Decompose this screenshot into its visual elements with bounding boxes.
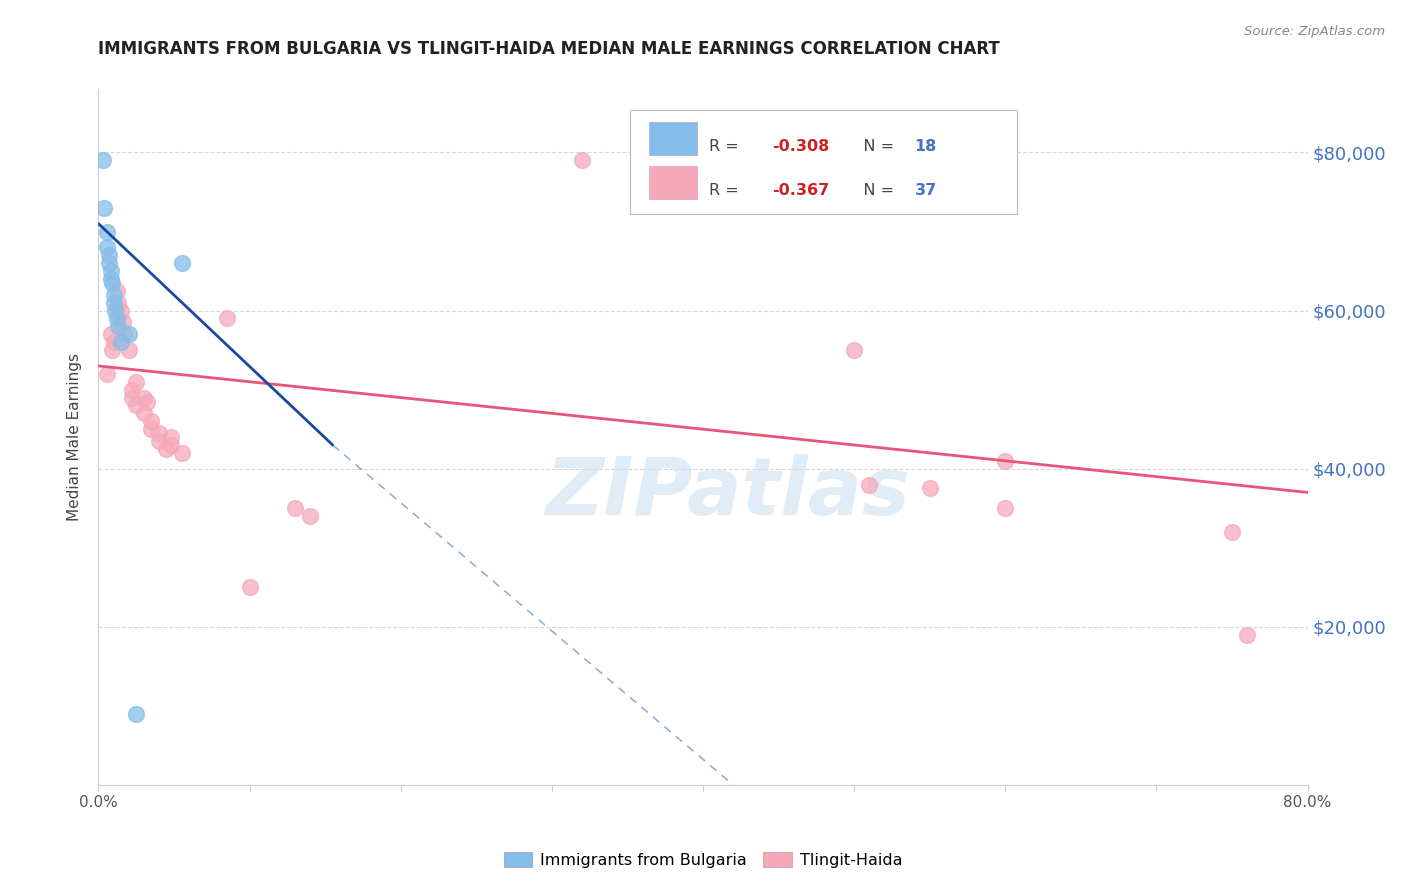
Text: 18: 18 (915, 139, 936, 154)
Text: IMMIGRANTS FROM BULGARIA VS TLINGIT-HAIDA MEDIAN MALE EARNINGS CORRELATION CHART: IMMIGRANTS FROM BULGARIA VS TLINGIT-HAID… (98, 40, 1000, 58)
Point (148, 434, 170, 448)
Point (98, 256, 121, 270)
Point (101, 276, 124, 290)
Point (141, 414, 163, 428)
Point (215, 311, 238, 326)
Legend: Immigrants from Bulgaria, Tlingit-Haida: Immigrants from Bulgaria, Tlingit-Haida (498, 846, 908, 874)
Point (110, 335, 132, 350)
Point (125, 706, 148, 721)
Point (103, 335, 125, 350)
Point (100, 272, 122, 286)
Point (107, 319, 129, 334)
Point (91, 153, 114, 168)
Point (170, 446, 193, 460)
Y-axis label: Median Male Earnings: Median Male Earnings (67, 353, 83, 521)
Point (1220, 524, 1243, 539)
Point (101, 343, 124, 358)
Text: 37: 37 (915, 183, 936, 198)
Point (858, 477, 880, 491)
Point (160, 438, 183, 452)
Text: -0.308: -0.308 (772, 139, 830, 154)
Point (155, 442, 177, 456)
Text: N =: N = (848, 183, 900, 198)
FancyBboxPatch shape (648, 122, 697, 155)
Point (118, 327, 141, 342)
Point (170, 256, 193, 270)
Point (105, 311, 128, 326)
Text: N =: N = (848, 139, 900, 154)
Point (994, 454, 1017, 468)
Text: R =: R = (709, 139, 744, 154)
Point (994, 501, 1017, 516)
Point (96, 367, 118, 381)
Text: Source: ZipAtlas.com: Source: ZipAtlas.com (1244, 25, 1385, 38)
Point (141, 422, 163, 436)
Point (93, 201, 115, 215)
Point (100, 327, 122, 342)
Point (844, 343, 866, 358)
Point (110, 303, 132, 318)
Point (1236, 628, 1258, 642)
Point (125, 399, 148, 413)
Point (121, 383, 143, 397)
Point (571, 153, 593, 168)
Text: R =: R = (709, 183, 744, 198)
Point (103, 287, 125, 301)
FancyBboxPatch shape (630, 110, 1018, 214)
Point (132, 406, 155, 420)
Point (239, 580, 262, 594)
Point (284, 501, 307, 516)
Point (121, 391, 143, 405)
Point (148, 426, 170, 441)
Point (100, 264, 122, 278)
Point (299, 509, 322, 524)
Point (105, 284, 128, 298)
Point (118, 343, 141, 358)
Point (96, 240, 118, 254)
Point (104, 303, 127, 318)
FancyBboxPatch shape (648, 166, 697, 199)
Point (918, 482, 941, 496)
Point (96, 225, 118, 239)
Point (107, 295, 129, 310)
Point (111, 315, 134, 329)
Text: ZIPatlas: ZIPatlas (544, 454, 910, 532)
Point (98, 248, 121, 262)
Point (103, 295, 125, 310)
Point (135, 394, 157, 409)
Text: -0.367: -0.367 (772, 183, 830, 198)
Point (132, 391, 155, 405)
Point (112, 327, 135, 342)
Point (125, 375, 148, 389)
Point (160, 430, 183, 444)
